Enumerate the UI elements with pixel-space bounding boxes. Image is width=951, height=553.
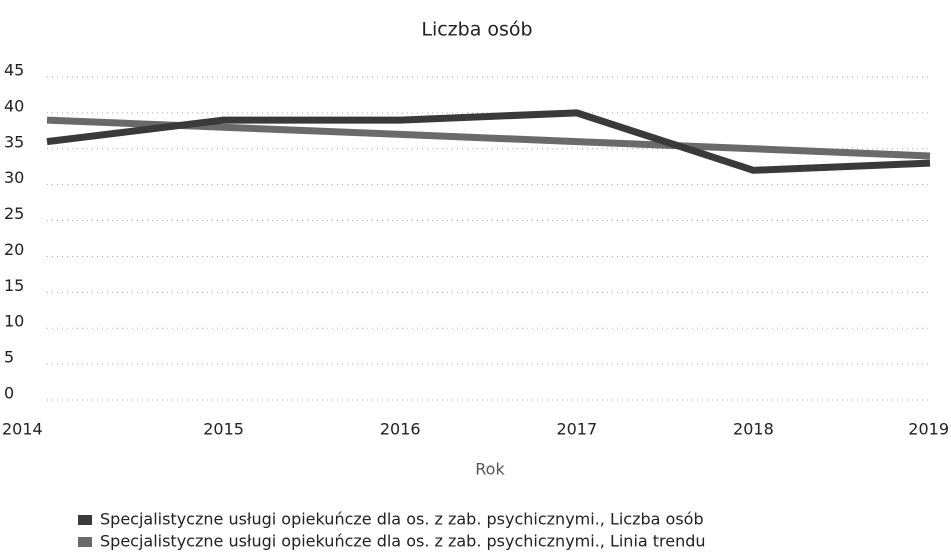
y-tick-label: 10	[4, 312, 24, 331]
x-axis-label: Rok	[475, 460, 505, 479]
series-line	[46, 109, 931, 174]
y-tick-label: 40	[4, 96, 24, 115]
x-tick-label: 2014	[2, 420, 43, 439]
legend-label: Specjalistyczne usługi opiekuńcze dla os…	[100, 510, 704, 529]
x-tick-label: 2015	[203, 420, 244, 439]
y-tick-label: 45	[4, 61, 24, 80]
y-tick-label: 0	[4, 384, 14, 403]
chart-title: Liczba osób	[421, 19, 532, 41]
y-tick-label: 25	[4, 204, 24, 223]
y-tick-label: 5	[4, 348, 14, 367]
legend-swatch	[78, 537, 92, 547]
y-tick-label: 35	[4, 132, 24, 151]
y-tick-label: 20	[4, 240, 24, 259]
x-tick-label: 2017	[556, 420, 597, 439]
x-tick-label: 2016	[380, 420, 421, 439]
x-tick-label: 2018	[733, 420, 774, 439]
y-tick-label: 30	[4, 168, 24, 187]
legend-label: Specjalistyczne usługi opiekuńcze dla os…	[100, 532, 706, 551]
legend-swatch	[78, 515, 92, 525]
x-tick-label: 2019	[908, 420, 949, 439]
y-tick-label: 15	[4, 276, 24, 295]
